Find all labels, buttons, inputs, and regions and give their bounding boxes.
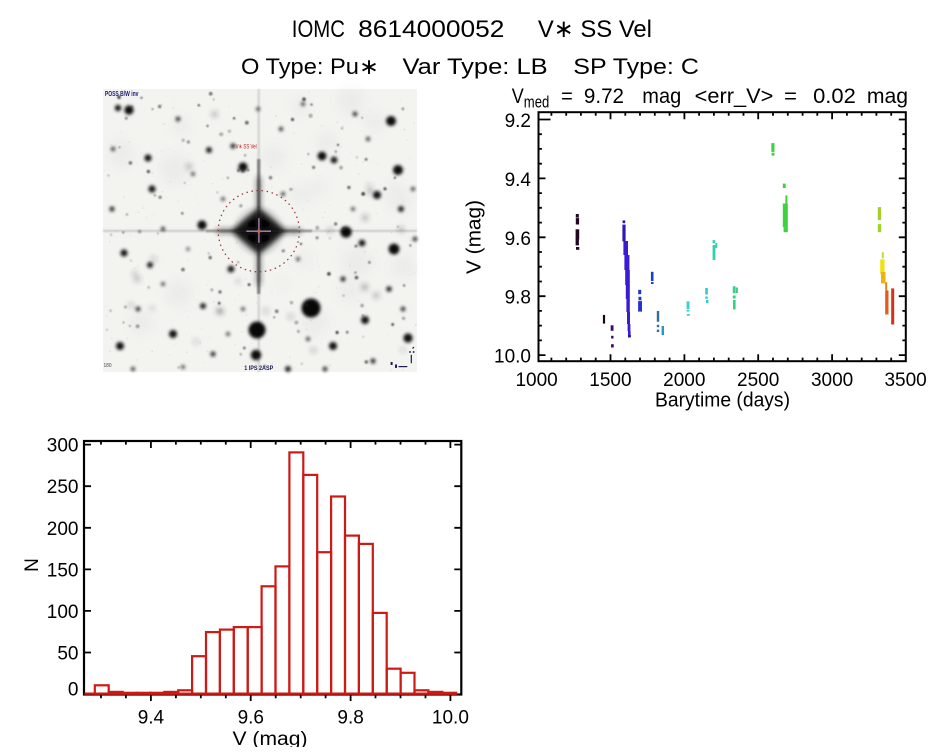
svg-text:9.4: 9.4 (505, 170, 532, 191)
svg-text:1000: 1000 (515, 370, 557, 391)
svg-text:8614000052: 8614000052 (358, 16, 504, 43)
svg-text:SP Type: C: SP Type: C (573, 54, 699, 79)
svg-text:100: 100 (47, 602, 79, 623)
svg-text:9.8: 9.8 (337, 708, 363, 729)
svg-text:9.8: 9.8 (505, 288, 531, 309)
svg-text:=: = (784, 85, 797, 108)
svg-text:9.2: 9.2 (505, 111, 531, 132)
svg-text:POSS B/W inv: POSS B/W inv (105, 91, 139, 98)
svg-text:V (mag): V (mag) (233, 729, 308, 747)
svg-text:Var Type: LB: Var Type: LB (403, 54, 548, 79)
svg-text:V (mag): V (mag) (463, 200, 486, 274)
svg-text:10.0: 10.0 (432, 708, 469, 729)
svg-text:Barytime (days): Barytime (days) (655, 389, 790, 412)
svg-text:3500: 3500 (884, 370, 926, 391)
svg-text:N: N (22, 558, 43, 572)
svg-text:250: 250 (47, 477, 79, 498)
svg-text:0.02: 0.02 (813, 85, 856, 108)
svg-text:O Type: Pu∗: O Type: Pu∗ (241, 54, 379, 79)
svg-text:9.72: 9.72 (584, 85, 624, 108)
svg-text:0: 0 (68, 680, 79, 701)
svg-text:mag: mag (867, 85, 908, 108)
svg-text:200: 200 (47, 519, 79, 540)
svg-text:150: 150 (47, 560, 79, 581)
svg-text:1 IPS 2ASP: 1 IPS 2ASP (244, 366, 273, 372)
svg-text:180: 180 (104, 363, 112, 369)
svg-text:V: V (512, 85, 524, 108)
svg-text:IOMC: IOMC (292, 16, 345, 43)
svg-text:med: med (524, 93, 550, 111)
svg-text:V∗ SS Vel: V∗ SS Vel (538, 16, 652, 43)
svg-text:=: = (561, 85, 573, 108)
svg-text:mag: mag (642, 85, 681, 108)
svg-text:9.6: 9.6 (505, 229, 531, 250)
svg-text:9.4: 9.4 (138, 708, 165, 729)
svg-text:10.0: 10.0 (494, 347, 531, 368)
svg-text:3000: 3000 (811, 370, 853, 391)
svg-text:<err_V>: <err_V> (695, 85, 774, 108)
svg-text:300: 300 (47, 436, 79, 457)
svg-text:V∗ SS Vel: V∗ SS Vel (236, 144, 257, 151)
svg-text:1500: 1500 (589, 370, 631, 391)
svg-text:50: 50 (57, 644, 78, 665)
svg-text:2500: 2500 (737, 370, 779, 391)
svg-text:2000: 2000 (663, 370, 705, 391)
svg-text:9.6: 9.6 (238, 708, 264, 729)
